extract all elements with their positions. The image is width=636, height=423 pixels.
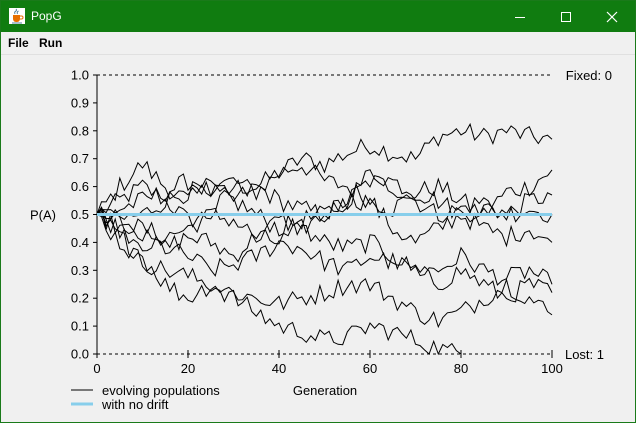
- x-tick-label: 40: [272, 361, 286, 376]
- allele-frequency-chart: 0.0 0.1 0.2 0.3 0.4 0.5 0.6 0.7 0.8 0.9 1.0 0 20 40 6…: [30, 68, 612, 413]
- population-line-7: [96, 207, 553, 303]
- menu-run[interactable]: Run: [39, 36, 63, 50]
- y-tick-label: 0.1: [71, 319, 89, 334]
- y-tick-label: 0.2: [71, 291, 89, 306]
- window-title: PopG: [31, 9, 62, 23]
- population-line-3: [96, 173, 553, 223]
- minimize-button[interactable]: [497, 1, 543, 32]
- maximize-button[interactable]: [543, 1, 589, 32]
- y-tick-label: 0.5: [71, 207, 89, 222]
- fixed-count-label: Fixed: 0: [566, 68, 612, 83]
- x-tick-label: 100: [541, 361, 563, 376]
- y-axis-label: P(A): [30, 208, 56, 223]
- population-line-9: [96, 214, 462, 356]
- lost-count-label: Lost: 1: [565, 347, 604, 362]
- legend-label-evolving: evolving populations: [102, 383, 220, 398]
- y-tick-label: 1.0: [71, 68, 89, 83]
- y-tick-label: 0.9: [71, 95, 89, 110]
- population-line-5: [96, 192, 553, 248]
- legend-label-no-drift: with no drift: [101, 397, 169, 412]
- y-tick-label: 0.7: [71, 151, 89, 166]
- population-line-1: [96, 122, 553, 228]
- menu-bar: File Run: [1, 32, 635, 55]
- x-tick-label: 0: [93, 361, 100, 376]
- x-axis-label: Generation: [293, 383, 357, 398]
- population-line-6: [96, 210, 553, 286]
- maximize-icon: [561, 11, 571, 22]
- population-line-4: [96, 169, 553, 237]
- y-axis: 0.0 0.1 0.2 0.3 0.4 0.5 0.6 0.7 0.8 0.9 1.0: [71, 68, 97, 362]
- x-tick-label: 80: [454, 361, 468, 376]
- y-tick-label: 0.0: [71, 347, 89, 362]
- population-series: [96, 122, 553, 356]
- x-tick-label: 60: [363, 361, 377, 376]
- x-tick-label: 20: [181, 361, 195, 376]
- menu-file[interactable]: File: [8, 36, 29, 50]
- y-tick-label: 0.4: [71, 235, 89, 250]
- title-bar[interactable]: PopG: [1, 1, 635, 32]
- y-tick-label: 0.6: [71, 179, 89, 194]
- population-line-2: [96, 160, 553, 217]
- population-line-8: [97, 214, 553, 329]
- close-icon: [606, 11, 618, 22]
- java-cup-icon: [9, 8, 25, 24]
- y-tick-label: 0.8: [71, 123, 89, 138]
- close-button[interactable]: [589, 1, 635, 32]
- y-tick-label: 0.3: [71, 263, 89, 278]
- minimize-icon: [515, 16, 525, 18]
